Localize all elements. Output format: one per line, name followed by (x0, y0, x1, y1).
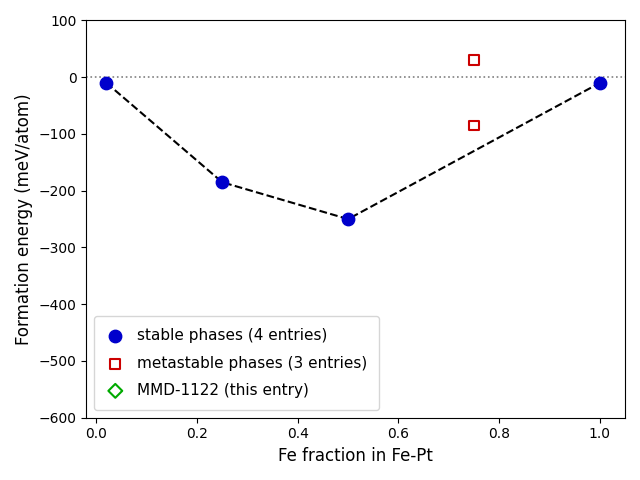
stable phases (4 entries) (595, 79, 605, 87)
Legend: stable phases (4 entries), metastable phases (3 entries), MMD-1122 (this entry): stable phases (4 entries), metastable ph… (94, 316, 379, 410)
X-axis label: Fe fraction in Fe-Pt: Fe fraction in Fe-Pt (278, 447, 433, 465)
stable phases (4 entries) (101, 79, 111, 87)
Y-axis label: Formation energy (meV/atom): Formation energy (meV/atom) (15, 93, 33, 345)
metastable phases (3 entries) (469, 56, 479, 64)
stable phases (4 entries) (343, 215, 353, 223)
stable phases (4 entries) (217, 179, 227, 186)
metastable phases (3 entries) (469, 121, 479, 129)
